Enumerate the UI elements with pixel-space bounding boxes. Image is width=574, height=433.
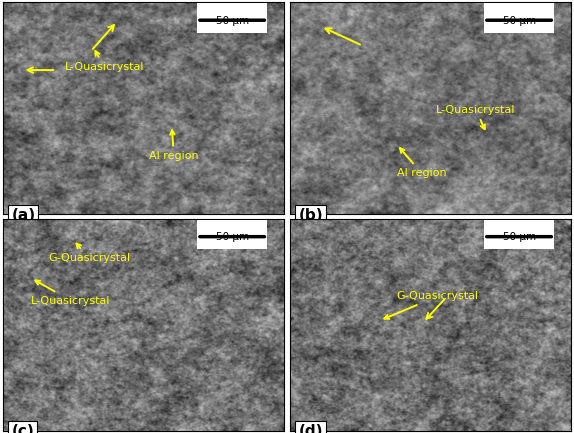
Text: L-Quasicrystal: L-Quasicrystal [31, 281, 111, 306]
Text: 50 μm: 50 μm [216, 233, 249, 242]
FancyBboxPatch shape [197, 220, 267, 249]
Text: G-Quasicrystal: G-Quasicrystal [385, 291, 479, 319]
Text: 50 μm: 50 μm [502, 16, 536, 26]
Text: L-Quasicrystal: L-Quasicrystal [65, 51, 144, 72]
Text: 50 μm: 50 μm [216, 16, 249, 26]
Text: 50 μm: 50 μm [216, 233, 249, 242]
FancyBboxPatch shape [197, 3, 267, 33]
Text: 50 μm: 50 μm [502, 233, 536, 242]
Text: G-Quasicrystal: G-Quasicrystal [48, 244, 130, 263]
FancyBboxPatch shape [484, 220, 554, 249]
Text: L-Quasicrystal: L-Quasicrystal [436, 104, 515, 129]
Text: 50 μm: 50 μm [502, 233, 536, 242]
Text: Al region: Al region [397, 148, 447, 178]
FancyBboxPatch shape [484, 3, 554, 33]
Text: 50 μm: 50 μm [502, 16, 536, 26]
Text: (d): (d) [298, 424, 323, 433]
Text: (b): (b) [298, 208, 323, 223]
Text: 50 μm: 50 μm [216, 16, 249, 26]
Text: (c): (c) [11, 424, 34, 433]
Text: (a): (a) [11, 208, 36, 223]
Text: Al region: Al region [149, 130, 199, 161]
